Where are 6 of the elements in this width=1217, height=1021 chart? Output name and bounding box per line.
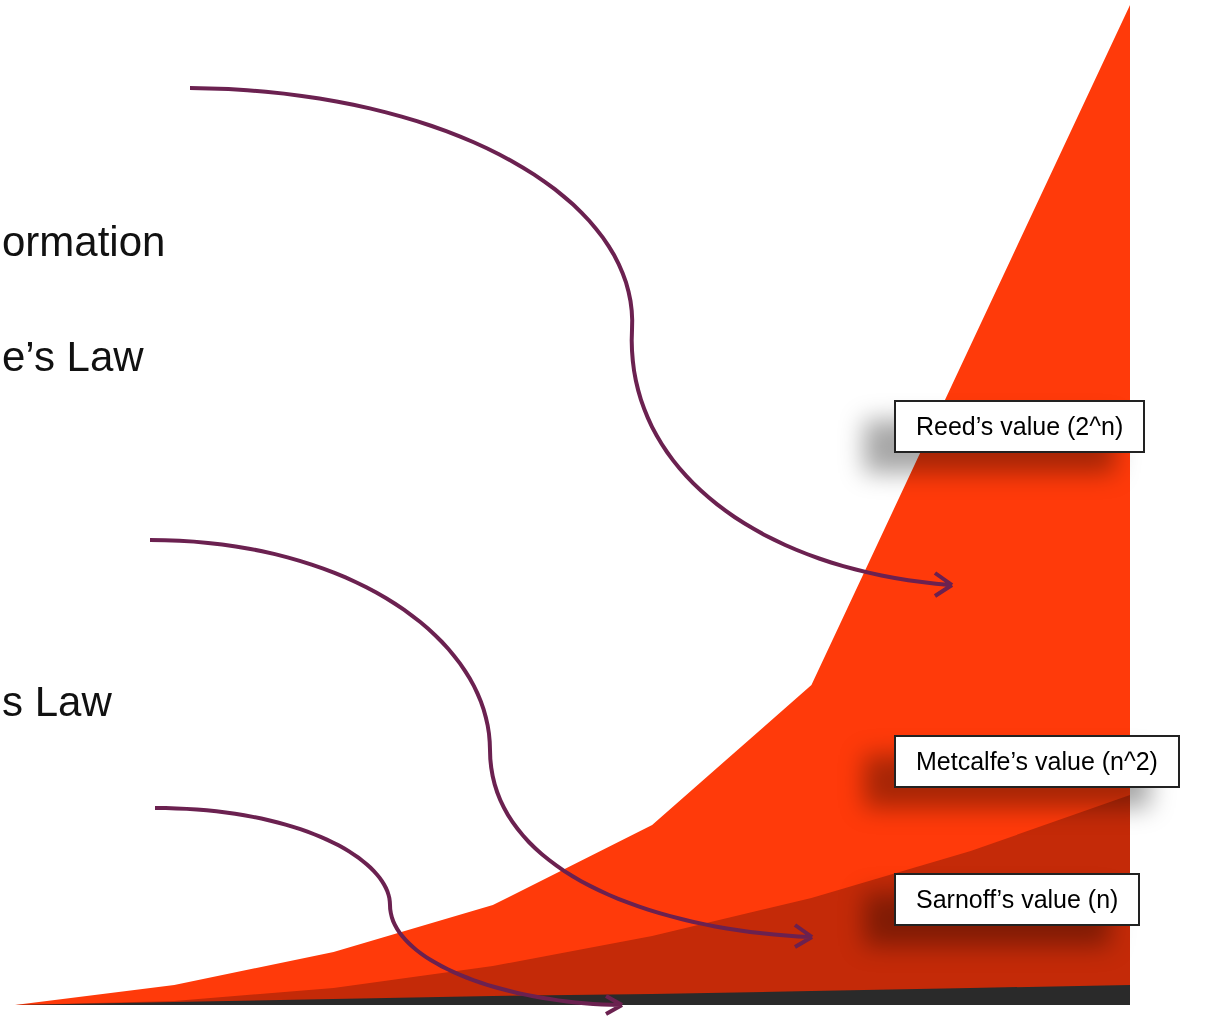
text: Sarnoff’s value (n) bbox=[894, 873, 1141, 926]
annotation: ormation bbox=[2, 218, 166, 266]
series-label: Metcalfe’s value (n^2) bbox=[894, 735, 1180, 788]
annotation: s Law bbox=[2, 678, 112, 726]
series-label: Reed’s value (2^n) bbox=[894, 400, 1146, 453]
annotation: e’s Law bbox=[2, 333, 144, 381]
